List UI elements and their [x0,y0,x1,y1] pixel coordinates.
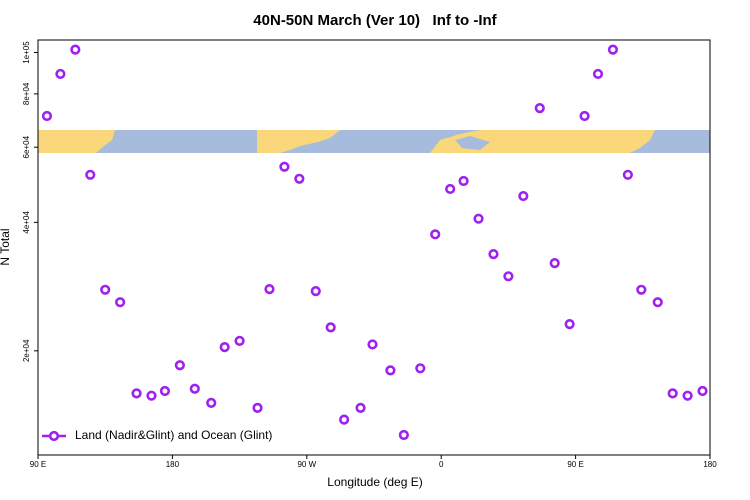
point [146,390,157,401]
point [667,388,678,399]
chart-title: 40N-50N March (Ver 10) Inf to -Inf [253,12,497,29]
y-axis-label: N Total [0,228,12,265]
point [219,342,230,353]
point [252,402,263,413]
y-tick-label: 6e+04 [22,135,31,158]
point [697,385,708,397]
y-tick-label: 2e+04 [22,339,31,362]
point [607,44,619,55]
legend-label: Land (Nadir&Glint) and Ocean (Glint) [75,428,272,442]
point [473,213,484,224]
point [398,429,409,441]
point [100,284,111,295]
point [115,297,126,308]
point [579,110,590,122]
x-tick-label: 90 E [30,460,46,469]
map-strip [38,130,710,153]
point [503,271,514,282]
point [41,110,53,122]
point [339,414,350,425]
point [534,102,545,114]
point [592,68,604,80]
point [131,388,142,399]
point [174,360,185,371]
x-tick-label: 90 E [567,460,583,469]
point [430,229,441,240]
point [367,339,378,350]
point [264,284,275,295]
point [636,284,647,295]
point [85,169,96,180]
point [279,161,290,172]
x-tick-label: 180 [703,460,717,469]
y-tick-label: 4e+04 [22,211,31,234]
point [488,249,499,260]
point [622,169,633,180]
point [355,402,366,413]
point [234,335,245,346]
legend-marker [48,430,60,442]
point [415,363,426,374]
point [206,397,217,409]
x-tick-label: 0 [439,460,444,469]
point [55,68,66,80]
point [652,297,663,308]
y-tick-label: 1e+05 [22,41,31,64]
plot-frame [37,39,711,456]
point [458,175,469,187]
point [549,258,560,269]
point [385,365,396,376]
point [564,319,575,330]
point [310,286,321,297]
point [682,390,693,401]
y-tick-label: 8e+04 [22,82,31,105]
point [189,383,200,394]
point [159,385,171,397]
point [294,173,305,184]
point [325,322,336,333]
x-axis-label: Longitude (deg E) [327,475,422,489]
point [445,183,456,195]
x-tick-label: 90 W [297,460,316,469]
point [518,190,529,202]
point [70,44,81,55]
x-tick-label: 180 [166,460,180,469]
